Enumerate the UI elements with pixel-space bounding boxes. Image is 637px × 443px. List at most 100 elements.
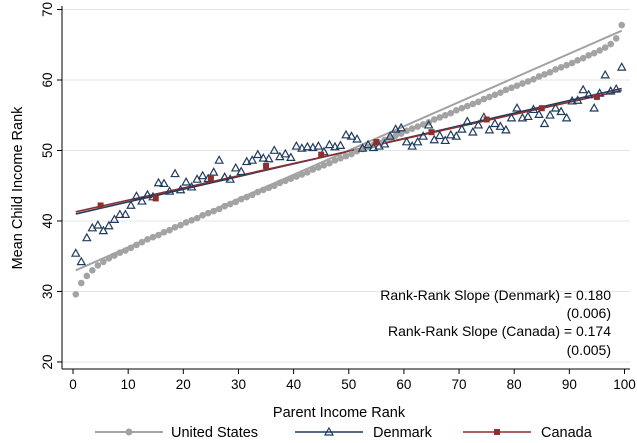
us-point-83 [530,76,537,83]
denmark-point-99 [616,62,627,71]
denmark-point-42 [302,141,313,151]
denmark-point-25 [208,167,219,176]
us-point-16 [160,228,168,236]
canada-point-4 [318,151,325,158]
x-tick-label-70: 70 [452,377,467,392]
denmark-point-92 [578,84,588,94]
denmark-point-43 [308,142,318,152]
us-point-43 [309,166,317,173]
denmark-point-7 [109,214,120,223]
us-point-80 [513,82,521,89]
denmark-point-35 [263,153,274,163]
us-point-2 [83,272,91,280]
x-tick-label-50: 50 [341,377,356,392]
us-point-23 [199,212,206,219]
denmark-point-80 [512,102,522,112]
x-tick-label-0: 0 [69,377,77,392]
us-point-89 [563,61,570,69]
canada-point-7 [483,116,490,123]
denmark-point-41 [297,143,307,152]
denmark-point-1 [76,256,87,266]
denmark-point-56 [379,138,390,148]
us-points [72,21,626,298]
us-point-19 [177,221,184,229]
us-point-68 [447,109,455,117]
us-point-50 [348,150,355,158]
us-point-9 [122,247,129,254]
x-tick-label-30: 30 [231,377,246,392]
denmark-point-11 [131,191,142,200]
denmark-point-15 [153,177,164,187]
denmark-point-88 [556,106,566,116]
denmark-points [70,62,627,266]
us-point-14 [149,233,157,241]
us-point-40 [293,173,300,180]
denmark-point-86 [545,110,555,119]
denmark-point-72 [468,126,478,136]
denmark-point-65 [429,134,440,144]
denmark-point-44 [313,141,324,150]
axes [57,6,630,374]
x-tick-label-60: 60 [396,377,411,392]
us-point-8 [116,249,124,256]
us-point-82 [524,78,532,85]
denmark-point-79 [506,112,517,122]
denmark-point-19 [175,184,186,194]
denmark-point-78 [501,124,511,134]
denmark-point-77 [495,121,506,130]
legend-item-denmark: Denmark [295,425,433,441]
us-point-73 [475,98,482,106]
y-axis-label: Mean Child Income Rank [10,106,26,270]
us-point-96 [601,44,609,51]
y-tick-label-20: 20 [40,354,55,369]
x-tick-label-40: 40 [286,377,301,392]
us-point-98 [612,35,620,42]
us-point-48 [337,154,344,162]
denmark-point-33 [252,149,263,159]
denmark-point-9 [120,209,131,219]
us-point-33 [254,188,262,196]
denmark-point-28 [225,174,236,183]
canada-points [97,93,600,209]
denmark-point-12 [137,196,147,205]
us-point-3 [89,267,96,274]
denmark-point-84 [534,109,544,118]
us-point-45 [320,161,328,169]
us-point-12 [138,238,146,246]
us-point-92 [579,54,587,62]
denmark-point-48 [335,140,346,149]
denmark-point-73 [473,119,484,129]
us-point-71 [464,102,471,110]
x-tick-label-80: 80 [507,377,522,392]
denmark-point-81 [517,112,528,122]
us-point-61 [408,125,416,132]
denmark-point-57 [385,131,395,140]
denmark-point-98 [611,83,622,93]
us-point-94 [590,49,598,57]
denmark-point-39 [286,152,296,161]
us-point-90 [568,59,576,67]
us-point-10 [127,244,135,252]
denmark-point-62 [412,136,423,146]
canada-point-2 [207,175,214,182]
canada-slope-annotation: Rank-Rank Slope (Canada) = 0.174 [388,323,611,339]
denmark-point-49 [341,129,351,139]
denmark-point-29 [230,162,241,172]
denmark-point-27 [219,172,230,181]
denmark-point-66 [434,130,445,140]
us-point-34 [259,186,267,194]
denmark-point-69 [451,131,462,140]
us-point-31 [243,193,251,201]
denmark-point-90 [567,95,577,105]
denmark-slope-annotation: Rank-Rank Slope (Denmark) = 0.180 [380,287,611,303]
us-point-4 [94,262,102,269]
canada-point-0 [97,202,104,209]
denmark-point-93 [583,89,594,99]
denmark-slope-se: (0.006) [567,305,611,321]
x-tick-label-20: 20 [176,377,191,392]
denmark-point-61 [407,141,417,150]
canada-point-1 [152,195,159,202]
data-points [70,21,627,298]
denmark-point-16 [159,178,169,188]
